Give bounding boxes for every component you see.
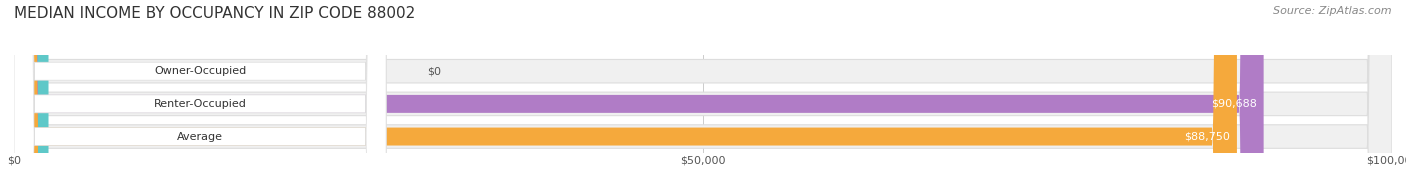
FancyBboxPatch shape — [14, 0, 1392, 196]
FancyBboxPatch shape — [14, 0, 1392, 196]
Text: $90,688: $90,688 — [1211, 99, 1257, 109]
FancyBboxPatch shape — [14, 0, 387, 196]
FancyBboxPatch shape — [14, 0, 387, 196]
Text: Average: Average — [177, 132, 224, 142]
Text: Owner-Occupied: Owner-Occupied — [153, 66, 246, 76]
Text: MEDIAN INCOME BY OCCUPANCY IN ZIP CODE 88002: MEDIAN INCOME BY OCCUPANCY IN ZIP CODE 8… — [14, 6, 415, 21]
Text: Source: ZipAtlas.com: Source: ZipAtlas.com — [1274, 6, 1392, 16]
Text: $88,750: $88,750 — [1184, 132, 1230, 142]
FancyBboxPatch shape — [14, 0, 387, 196]
FancyBboxPatch shape — [14, 0, 1237, 196]
FancyBboxPatch shape — [14, 0, 48, 196]
Text: $0: $0 — [427, 66, 441, 76]
Text: Renter-Occupied: Renter-Occupied — [153, 99, 246, 109]
FancyBboxPatch shape — [14, 0, 1392, 196]
FancyBboxPatch shape — [14, 0, 1264, 196]
